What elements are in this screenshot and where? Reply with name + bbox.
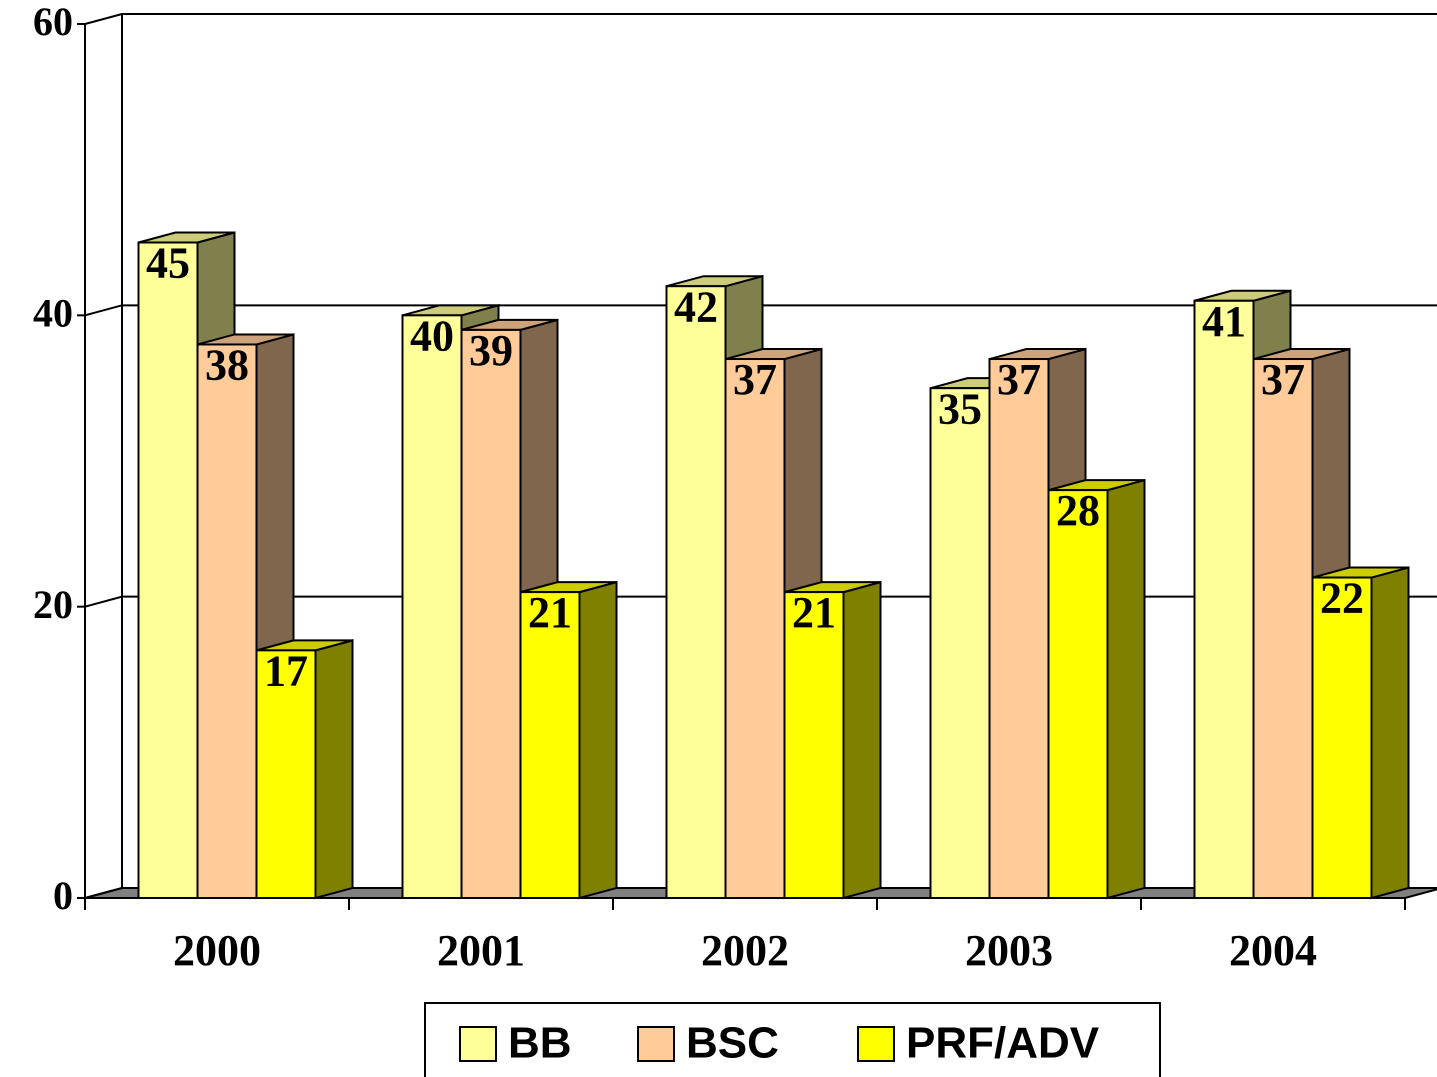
x-tick-label: 2000 [173,926,261,975]
x-tick-label: 2002 [701,926,789,975]
value-label: 42 [674,282,718,331]
value-label: 40 [410,311,454,360]
legend-label: BB [508,1019,572,1068]
legend-swatch [637,1026,675,1062]
bar [137,241,199,899]
bar [1047,489,1109,899]
x-tick-label: 2001 [437,926,525,975]
bar [929,387,991,899]
value-label: 45 [146,239,190,288]
value-label: 22 [1320,574,1364,623]
grid-line [84,304,1437,317]
bar [1193,299,1255,899]
legend-swatch [857,1026,895,1062]
bar [460,328,522,899]
x-tick-label: 2004 [1229,926,1317,975]
bar [1252,358,1314,899]
bar [988,358,1050,899]
bar [1311,576,1373,899]
x-tick-label: 2003 [965,926,1053,975]
bar [665,285,727,899]
legend-swatch [459,1026,497,1062]
legend-label: PRF/ADV [906,1019,1100,1068]
value-label: 41 [1202,297,1246,346]
value-label: 38 [205,341,249,390]
value-label: 21 [792,588,836,637]
grid-line [84,13,1437,25]
bar-side [842,580,882,900]
value-label: 28 [1056,486,1100,535]
bar-side [314,639,354,900]
value-label: 17 [264,646,308,695]
legend-label: BSC [686,1019,779,1068]
value-label: 21 [528,588,572,637]
bar [196,343,258,899]
y-tick-label: 20 [33,582,73,627]
bar [724,358,786,899]
value-label: 37 [1261,355,1305,404]
legend-box [424,1002,1161,1077]
value-label: 35 [938,384,982,433]
value-label: 39 [469,326,513,375]
bar [519,591,581,899]
value-label: 37 [997,355,1041,404]
y-tick-label: 0 [53,873,73,918]
value-label: 37 [733,355,777,404]
bar [783,591,845,899]
bar-side [578,580,618,900]
bar [255,649,317,899]
y-tick-label: 60 [33,0,73,44]
y-tick-label: 40 [33,291,73,336]
bar-side [1106,478,1146,900]
bar-side [1370,566,1410,900]
bar [401,314,463,900]
